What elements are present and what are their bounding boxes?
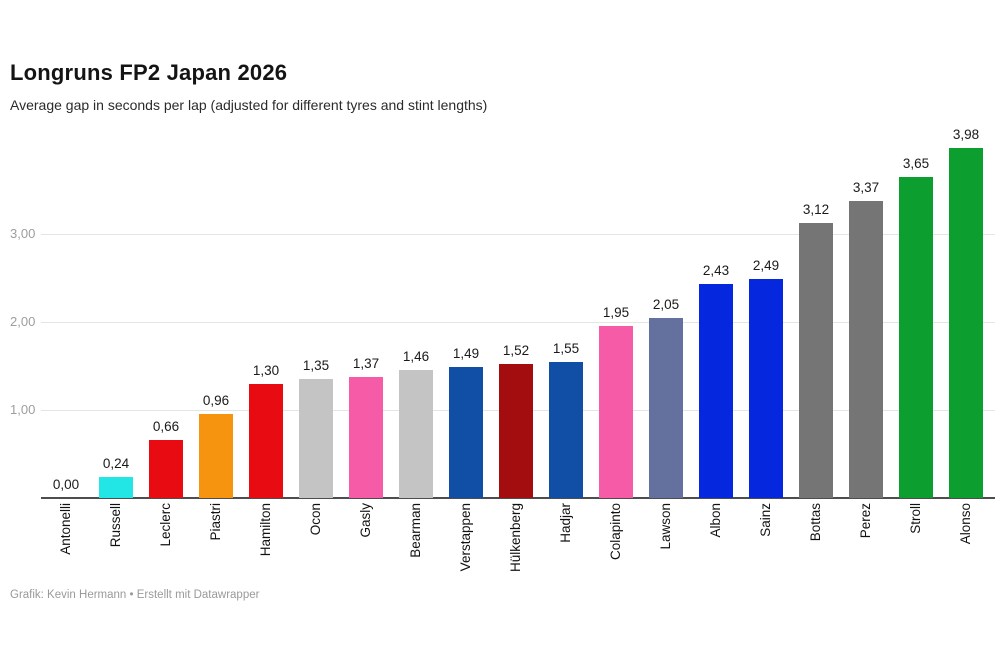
category-label-bearman: Bearman xyxy=(408,503,423,558)
chart-title: Longruns FP2 Japan 2026 xyxy=(10,60,288,85)
category-label-ocon: Ocon xyxy=(308,503,323,536)
bar-russell xyxy=(99,477,133,498)
category-label-hülkenberg: Hülkenberg xyxy=(508,503,523,573)
bar-bottas xyxy=(799,223,833,498)
y-gridline-3,00 xyxy=(41,234,995,235)
category-label-gasly: Gasly xyxy=(358,503,373,538)
value-label-bottas: 3,12 xyxy=(802,202,830,217)
category-label-piastri: Piastri xyxy=(208,503,223,541)
category-label-lawson: Lawson xyxy=(658,503,673,550)
category-label-hadjar: Hadjar xyxy=(558,503,573,543)
x-axis-baseline xyxy=(41,497,995,499)
category-label-alonso: Alonso xyxy=(958,503,973,545)
bar-colapinto xyxy=(599,326,633,498)
category-label-leclerc: Leclerc xyxy=(158,503,173,547)
bar-verstappen xyxy=(449,367,483,498)
bar-perez xyxy=(849,201,883,498)
value-label-leclerc: 0,66 xyxy=(152,419,180,434)
bar-ocon xyxy=(299,379,333,498)
category-label-sainz: Sainz xyxy=(758,503,773,537)
bar-piastri xyxy=(199,414,233,498)
value-label-gasly: 1,37 xyxy=(352,356,380,371)
value-label-antonelli: 0,00 xyxy=(52,477,80,492)
value-label-hülkenberg: 1,52 xyxy=(502,343,530,358)
bar-hadjar xyxy=(549,362,583,498)
value-label-stroll: 3,65 xyxy=(902,156,930,171)
bar-bearman xyxy=(399,370,433,498)
category-label-verstappen: Verstappen xyxy=(458,503,473,572)
value-label-alonso: 3,98 xyxy=(952,127,980,142)
bar-albon xyxy=(699,284,733,498)
category-label-colapinto: Colapinto xyxy=(608,503,623,561)
value-label-hamilton: 1,30 xyxy=(252,363,280,378)
value-label-perez: 3,37 xyxy=(852,180,880,195)
value-label-piastri: 0,96 xyxy=(202,393,230,408)
value-label-verstappen: 1,49 xyxy=(452,346,480,361)
value-label-colapinto: 1,95 xyxy=(602,305,630,320)
category-label-antonelli: Antonelli xyxy=(58,503,73,555)
bar-hamilton xyxy=(249,384,283,498)
bar-gasly xyxy=(349,377,383,498)
y-gridline-2,00 xyxy=(41,322,995,323)
category-label-stroll: Stroll xyxy=(908,503,923,534)
bar-sainz xyxy=(749,279,783,498)
category-label-russell: Russell xyxy=(108,503,123,548)
y-tick-label: 3,00 xyxy=(10,226,36,241)
category-label-bottas: Bottas xyxy=(808,503,823,542)
value-label-hadjar: 1,55 xyxy=(552,341,580,356)
value-label-bearman: 1,46 xyxy=(402,349,430,364)
y-tick-label: 2,00 xyxy=(10,314,36,329)
bar-alonso xyxy=(949,148,983,498)
bar-leclerc xyxy=(149,440,183,498)
value-label-ocon: 1,35 xyxy=(302,358,330,373)
category-label-perez: Perez xyxy=(858,503,873,539)
value-label-sainz: 2,49 xyxy=(752,258,780,273)
y-tick-label: 1,00 xyxy=(10,402,36,417)
chart-subtitle: Average gap in seconds per lap (adjusted… xyxy=(10,97,488,113)
bar-stroll xyxy=(899,177,933,498)
bar-lawson xyxy=(649,318,683,498)
category-label-hamilton: Hamilton xyxy=(258,503,273,557)
value-label-lawson: 2,05 xyxy=(652,297,680,312)
value-label-russell: 0,24 xyxy=(102,456,130,471)
value-label-albon: 2,43 xyxy=(702,263,730,278)
bar-hülkenberg xyxy=(499,364,533,498)
chart-credit: Grafik: Kevin Hermann • Erstellt mit Dat… xyxy=(10,589,260,601)
category-label-albon: Albon xyxy=(708,503,723,538)
